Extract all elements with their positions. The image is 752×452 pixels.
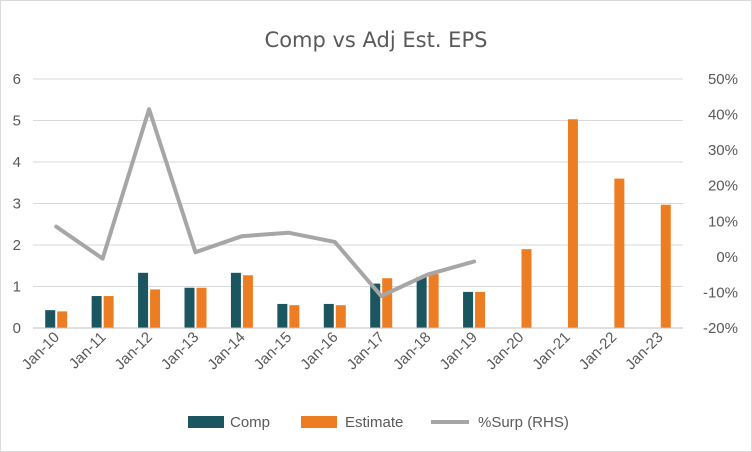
y2-tick-label: -10% — [703, 284, 738, 301]
-surp-rhs-legend-label: %Surp (RHS) — [478, 414, 569, 431]
comp-bar — [138, 272, 149, 328]
estimate-legend-label: Estimate — [345, 414, 403, 431]
x-tick-label: Jan-23 — [622, 329, 666, 373]
x-axis-ticks: Jan-10 Jan-11 Jan-12 Jan-13 Jan-14 Jan-15 Jan-… — [19, 327, 683, 373]
estimate-bar — [196, 287, 207, 328]
estimate-bar — [242, 275, 253, 328]
comp-legend-swatch — [188, 416, 224, 428]
x-tick-label: Jan-11 — [66, 329, 110, 373]
estimate-bar — [335, 305, 346, 328]
y2-tick-label: 30% — [708, 142, 738, 159]
x-tick-label: Jan-15 — [251, 329, 295, 373]
x-tick-label: Jan-10 — [19, 329, 63, 373]
x-tick-label: Jan-17 — [344, 329, 388, 373]
estimate-legend-swatch — [301, 416, 337, 428]
x-tick-label: Jan-12 — [111, 329, 155, 373]
comp-bar — [230, 272, 241, 328]
surprise-line — [54, 107, 477, 298]
y-tick-label: 6 — [13, 71, 21, 88]
comp-bar — [277, 303, 288, 328]
y-tick-label: 1 — [13, 279, 21, 296]
comp-bar — [91, 296, 102, 328]
line-series — [54, 107, 477, 298]
y2-tick-label: 40% — [708, 107, 738, 124]
estimate-bar — [57, 311, 68, 328]
right-axis-ticks: -20% -10% 0% 10% 20% 30% 40% 50% — [703, 71, 738, 337]
estimate-bar — [150, 289, 161, 328]
x-tick-label: Jan-14 — [204, 329, 248, 373]
estimate-bar — [521, 249, 532, 328]
gridlines — [33, 78, 683, 329]
comp-bar — [184, 287, 195, 328]
estimate-bar — [382, 278, 393, 328]
y2-tick-label: 50% — [708, 71, 738, 88]
y2-tick-label: 0% — [716, 249, 738, 266]
chart-title: Comp vs Adj Est. EPS — [265, 28, 488, 52]
estimate-bar — [475, 291, 486, 328]
comp-bar — [463, 291, 474, 328]
estimate-bar — [289, 305, 300, 328]
y2-tick-label: 20% — [708, 178, 738, 195]
y-tick-label: 2 — [13, 237, 21, 254]
x-tick-label: Jan-19 — [436, 329, 480, 373]
y2-tick-label: 10% — [708, 213, 738, 230]
estimate-bar — [567, 119, 578, 328]
x-tick-label: Jan-18 — [390, 329, 434, 373]
estimate-bar — [660, 204, 671, 328]
comp-bar — [370, 283, 381, 328]
comp-bar — [416, 276, 427, 328]
estimate-bar — [428, 274, 439, 328]
x-tick-label: Jan-22 — [576, 329, 620, 373]
left-axis-ticks: 0 1 2 3 4 5 6 — [13, 71, 21, 337]
comp-bar — [45, 310, 56, 328]
y2-tick-label: -20% — [703, 320, 738, 337]
comp-bar — [323, 303, 334, 328]
bar-series — [45, 119, 671, 328]
estimate-bar — [614, 178, 625, 328]
x-tick-label: Jan-16 — [297, 329, 341, 373]
x-tick-label: Jan-20 — [483, 329, 527, 373]
y-tick-label: 3 — [13, 196, 21, 213]
y-tick-label: 0 — [13, 320, 21, 337]
comp-legend-label: Comp — [230, 414, 270, 431]
x-tick-label: Jan-21 — [529, 329, 573, 373]
y-tick-label: 5 — [13, 113, 21, 130]
estimate-bar — [103, 296, 114, 328]
legend: Comp Estimate %Surp (RHS) — [188, 414, 569, 431]
y-tick-label: 4 — [13, 154, 21, 171]
x-tick-label: Jan-13 — [158, 329, 202, 373]
